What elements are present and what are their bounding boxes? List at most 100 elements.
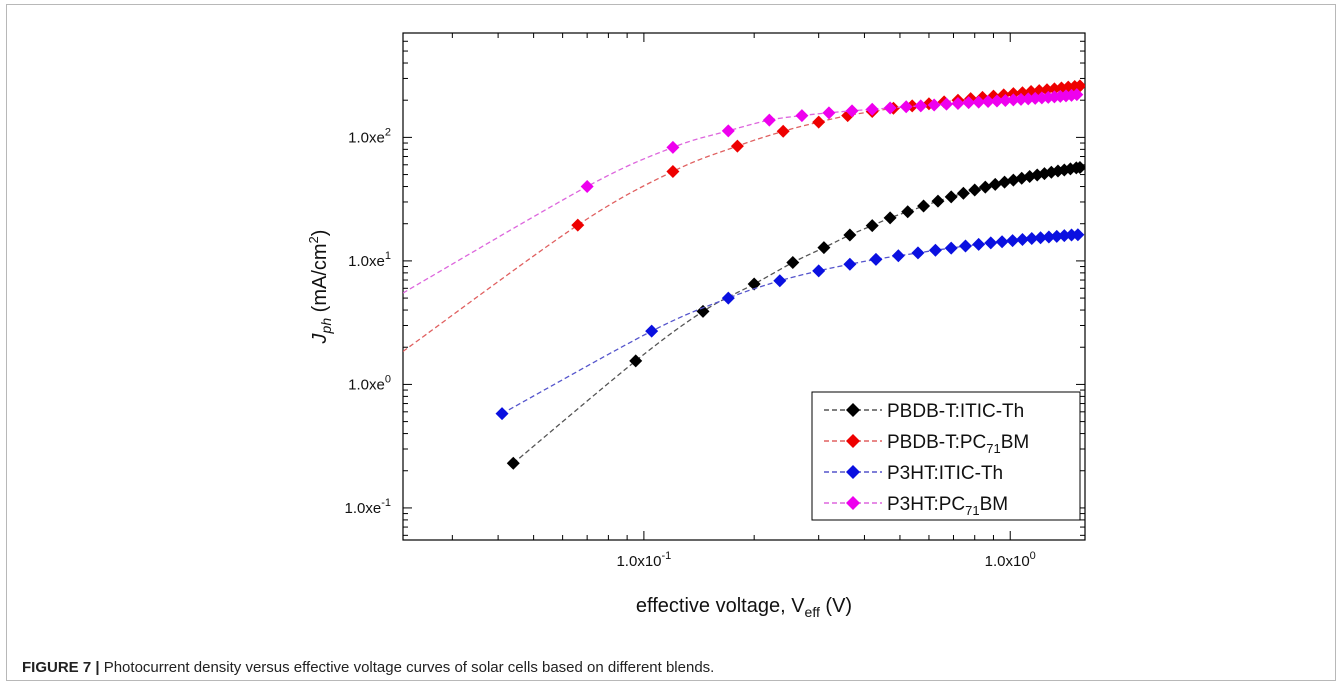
caption-label: FIGURE 7 | — [22, 659, 100, 676]
data-point-p3ht-itic-th — [812, 264, 826, 278]
legend-marker — [846, 496, 860, 510]
data-point-pbdb-t-itic-th — [998, 175, 1012, 189]
y-axis-title-end: ) — [309, 230, 331, 237]
data-point-pbdb-t-itic-th — [901, 205, 915, 219]
series-p3ht-itic-th — [495, 228, 1085, 421]
data-point-p3ht-itic-th — [1034, 231, 1048, 245]
data-point-p3ht-pc71bm — [666, 140, 680, 154]
data-point-pbdb-t-pc71bm — [571, 218, 585, 232]
y-tick-label-exponent: 0 — [385, 373, 391, 385]
legend-item-p3ht-itic-th: P3HT:ITIC-Th — [824, 463, 1003, 484]
data-point-pbdb-t-itic-th — [956, 186, 970, 200]
x-tick-label: 1.0x10-1 — [616, 550, 671, 570]
x-tick-label-base: 1.0x10 — [985, 553, 1030, 570]
data-point-pbdb-t-itic-th — [817, 241, 831, 255]
data-point-p3ht-pc71bm — [845, 104, 859, 118]
data-point-p3ht-itic-th — [959, 239, 973, 253]
series-layer — [403, 79, 1085, 470]
legend-marker — [846, 403, 860, 417]
y-tick-label-exponent: 1 — [385, 250, 391, 262]
legend-label-main: PBDB-T:PC — [887, 432, 986, 453]
data-point-pbdb-t-itic-th — [629, 354, 643, 368]
data-point-pbdb-t-pc71bm — [1073, 79, 1085, 93]
legend-label-subscript: 71 — [986, 441, 1000, 456]
legend-label: PBDB-T:PC71BM — [887, 432, 1029, 456]
data-point-p3ht-pc71bm — [822, 106, 836, 120]
x-axis-title-subscript: eff — [805, 604, 820, 620]
data-point-p3ht-itic-th — [1042, 230, 1056, 244]
legend-marker — [846, 434, 860, 448]
data-point-p3ht-pc71bm — [1006, 93, 1020, 107]
data-point-pbdb-t-itic-th — [843, 228, 857, 242]
plot-border — [402, 32, 1086, 541]
data-point-p3ht-pc71bm — [914, 99, 928, 113]
data-point-p3ht-itic-th — [972, 237, 986, 251]
y-tick-label-exponent: -1 — [381, 497, 391, 509]
legend-label-main: P3HT:PC — [887, 494, 965, 515]
legend-item-p3ht-pc71bm: P3HT:PC71BM — [824, 494, 1008, 518]
legend-label-main: PBDB-T:ITIC-Th — [887, 401, 1024, 422]
data-point-p3ht-pc71bm — [795, 109, 809, 123]
data-point-p3ht-itic-th — [1015, 233, 1029, 247]
data-point-pbdb-t-itic-th — [917, 199, 931, 213]
data-point-p3ht-pc71bm — [990, 94, 1004, 108]
data-point-p3ht-pc71bm — [998, 93, 1012, 107]
data-point-p3ht-itic-th — [995, 235, 1009, 249]
data-point-p3ht-itic-th — [984, 236, 998, 250]
series-line-pbdb-t-pc71bm — [403, 85, 1080, 352]
data-point-p3ht-itic-th — [944, 241, 958, 255]
y-tick-label: 1.0xe2 — [348, 126, 391, 146]
x-axis-title-unit: (V) — [820, 595, 852, 617]
data-point-p3ht-itic-th — [869, 252, 883, 266]
legend-label-main: P3HT:ITIC-Th — [887, 463, 1003, 484]
data-point-pbdb-t-itic-th — [865, 219, 879, 233]
data-point-p3ht-pc71bm — [927, 98, 941, 112]
data-point-p3ht-pc71bm — [972, 95, 986, 109]
x-axis-title-main: effective voltage, V — [636, 595, 805, 617]
data-point-pbdb-t-itic-th — [1073, 161, 1085, 175]
data-point-p3ht-pc71bm — [721, 124, 735, 138]
data-point-p3ht-pc71bm — [762, 113, 776, 127]
y-axis-title-symbol: J — [309, 332, 331, 344]
data-point-pbdb-t-itic-th — [931, 194, 945, 208]
data-point-p3ht-itic-th — [1006, 234, 1020, 248]
data-point-pbdb-t-itic-th — [786, 256, 800, 270]
data-point-pbdb-t-itic-th — [988, 177, 1002, 191]
chart-svg: 1.0x10-1 1.0x1001.0xe-11.0xe01.0xe11.0xe2… — [306, 32, 1086, 620]
legend-item-pbdb-t-itic-th: PBDB-T:ITIC-Th — [824, 401, 1024, 422]
data-point-p3ht-itic-th — [891, 249, 905, 263]
y-tick-label-base: 1.0xe — [348, 253, 385, 270]
y-tick-label: 1.0xe0 — [348, 373, 391, 393]
y-tick-label: 1.0xe-1 — [345, 497, 391, 517]
data-point-p3ht-itic-th — [911, 246, 925, 260]
y-tick-label-base: 1.0xe — [348, 129, 385, 146]
x-tick-label-exponent: 0 — [1030, 550, 1036, 562]
data-point-p3ht-itic-th — [928, 243, 942, 257]
data-point-p3ht-itic-th — [645, 324, 659, 338]
data-point-p3ht-pc71bm — [940, 97, 954, 111]
data-point-pbdb-t-itic-th — [944, 190, 958, 204]
data-point-p3ht-pc71bm — [962, 96, 976, 110]
data-point-p3ht-pc71bm — [1014, 92, 1028, 106]
data-point-p3ht-itic-th — [495, 407, 509, 421]
legend-label: PBDB-T:ITIC-Th — [887, 401, 1024, 422]
legend-box — [811, 391, 1081, 521]
x-tick-label-base: 1.0x10 — [616, 553, 661, 570]
data-point-p3ht-itic-th — [1071, 228, 1085, 242]
data-point-pbdb-t-itic-th — [978, 180, 992, 194]
series-pbdb-t-itic-th — [506, 161, 1085, 470]
data-point-p3ht-itic-th — [773, 274, 787, 288]
data-point-pbdb-t-itic-th — [696, 304, 710, 318]
data-point-pbdb-t-itic-th — [747, 277, 761, 291]
data-point-p3ht-pc71bm — [981, 95, 995, 109]
data-point-pbdb-t-itic-th — [506, 456, 520, 470]
legend-marker — [846, 465, 860, 479]
data-point-pbdb-t-pc71bm — [812, 115, 826, 129]
legend-label-end: BM — [980, 494, 1009, 515]
legend-label-subscript: 71 — [965, 503, 979, 518]
y-axis-title-unit: (mA/cm — [309, 243, 331, 317]
data-point-p3ht-itic-th — [1025, 231, 1039, 245]
x-axis-title: effective voltage, Veff (V) — [636, 595, 852, 620]
legend: PBDB-T:ITIC-ThPBDB-T:PC71BMP3HT:ITIC-ThP… — [811, 391, 1081, 521]
x-tick-label: 1.0x100 — [985, 550, 1036, 570]
